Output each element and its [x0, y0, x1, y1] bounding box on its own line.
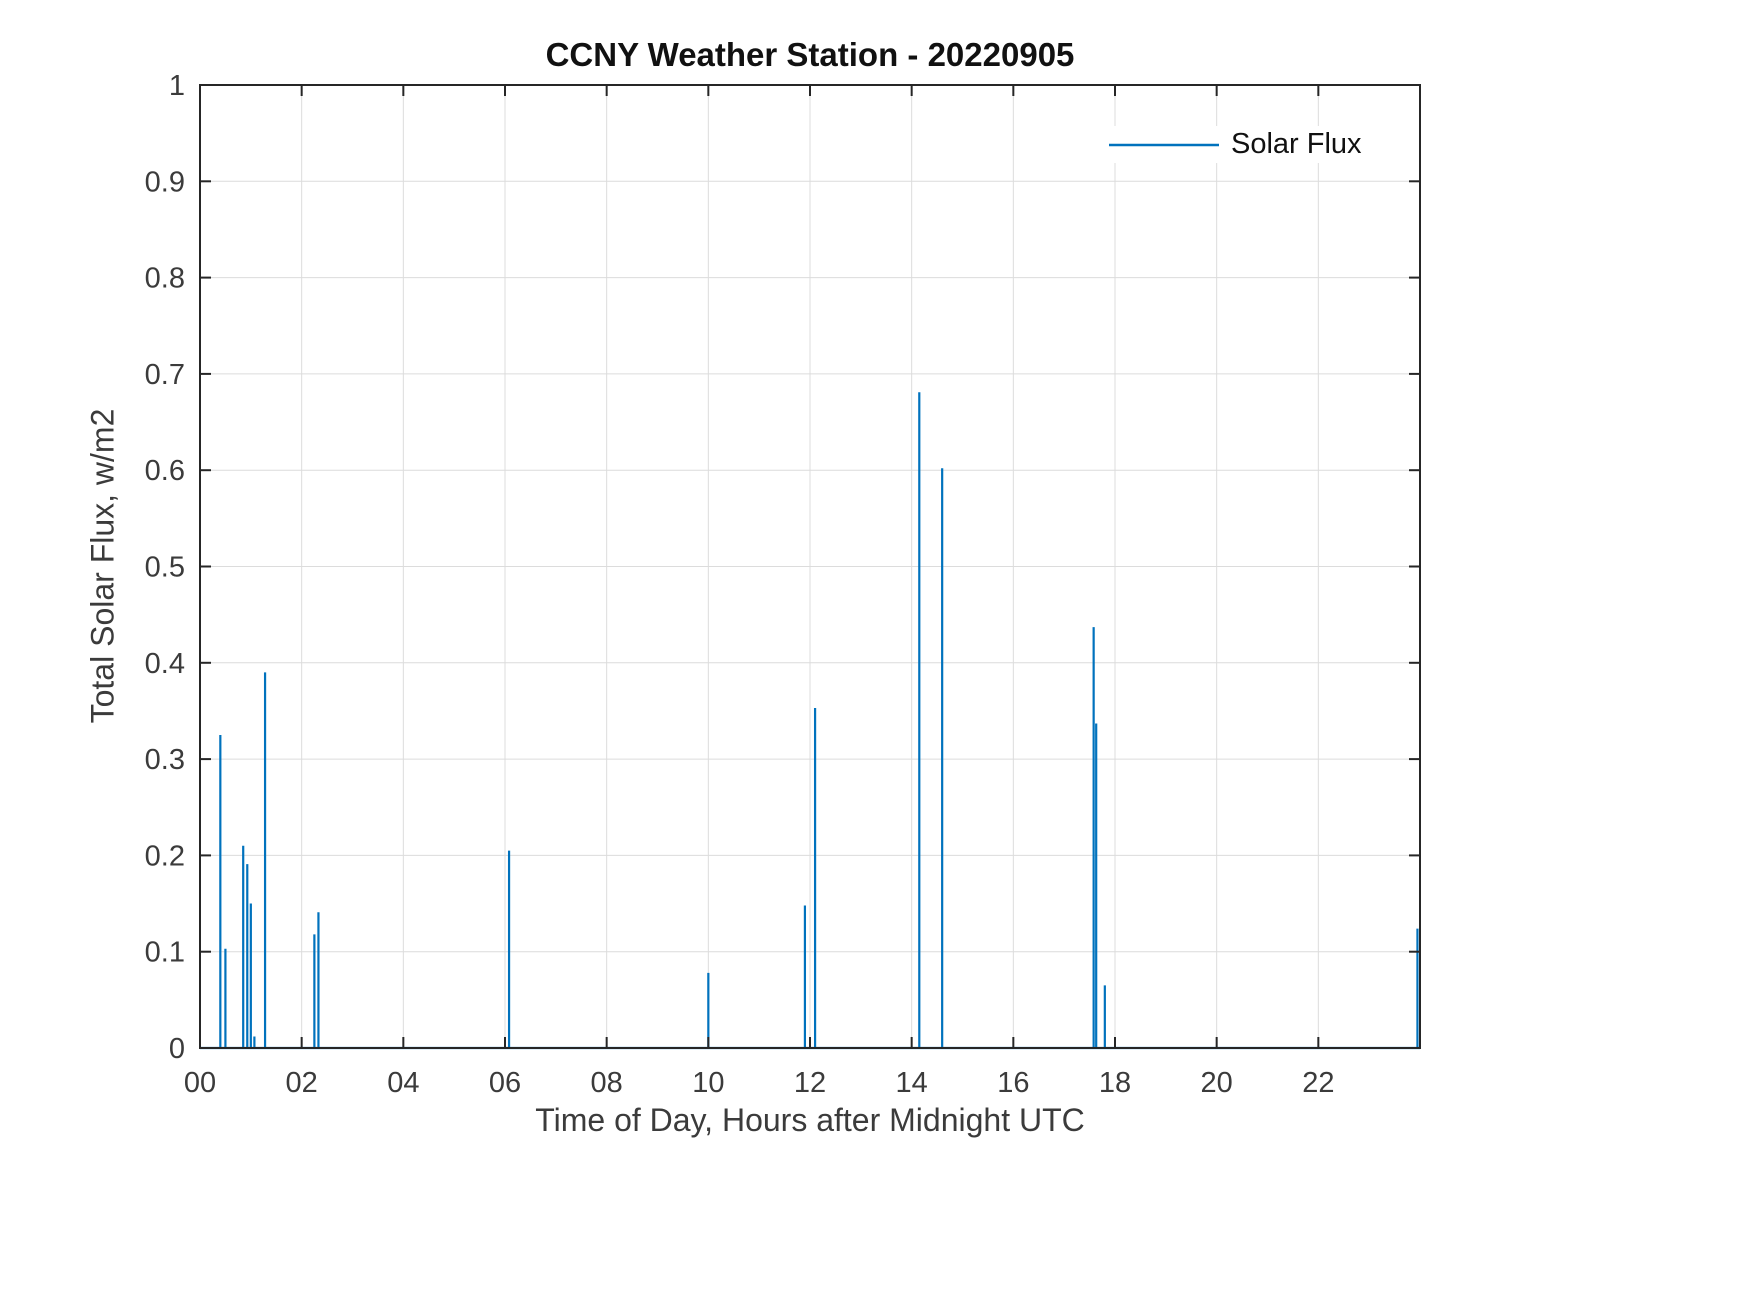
y-tick-label: 0.4: [145, 648, 185, 680]
x-tick-label: 04: [387, 1067, 419, 1099]
x-tick-label: 02: [286, 1067, 318, 1099]
y-tick-label: 0.9: [145, 166, 185, 198]
x-axis-label: Time of Day, Hours after Midnight UTC: [535, 1102, 1085, 1138]
y-tick-label: 0.3: [145, 744, 185, 776]
y-tick-label: 0.8: [145, 263, 185, 295]
y-tick-label: 0.5: [145, 552, 185, 584]
x-tick-label: 22: [1302, 1067, 1334, 1099]
chart-title: CCNY Weather Station - 20220905: [545, 36, 1075, 73]
x-tick-label: 20: [1201, 1067, 1233, 1099]
legend-label: Solar Flux: [1231, 128, 1362, 160]
y-tick-label: 0.1: [145, 937, 185, 969]
x-tick-label: 18: [1099, 1067, 1131, 1099]
legend: Solar Flux: [1103, 126, 1368, 163]
y-tick-label: 0.7: [145, 359, 185, 391]
legend-line-sample: [1109, 143, 1219, 146]
x-tick-label: 14: [896, 1067, 928, 1099]
y-tick-label: 0.6: [145, 455, 185, 487]
x-tick-label: 00: [184, 1067, 216, 1099]
x-tick-label: 08: [591, 1067, 623, 1099]
x-tick-label: 10: [692, 1067, 724, 1099]
x-tick-label: 16: [997, 1067, 1029, 1099]
x-tick-label: 06: [489, 1067, 521, 1099]
y-axis-label: Total Solar Flux, w/m2: [84, 408, 121, 724]
x-tick-label: 12: [794, 1067, 826, 1099]
y-tick-label: 0.2: [145, 840, 185, 872]
y-tick-label: 1: [169, 70, 185, 102]
y-tick-label: 0: [169, 1033, 185, 1065]
